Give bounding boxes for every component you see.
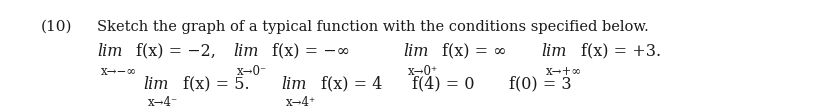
Text: lim: lim [541,43,567,59]
Text: x→4⁺: x→4⁺ [286,96,315,109]
Text: x→−∞: x→−∞ [101,65,138,78]
Text: lim: lim [233,43,258,59]
Text: lim: lim [143,76,169,93]
Text: f(x) = 5.: f(x) = 5. [183,76,249,93]
Text: x→0⁻: x→0⁻ [237,65,267,78]
Text: lim: lim [97,43,122,59]
Text: lim: lim [282,76,307,93]
Text: f(0) = 3: f(0) = 3 [509,76,571,93]
Text: f(x) = −2,: f(x) = −2, [136,43,216,59]
Text: (10): (10) [41,20,72,34]
Text: Sketch the graph of a typical function with the conditions specified below.: Sketch the graph of a typical function w… [97,20,649,34]
Text: f(4) = 0: f(4) = 0 [412,76,474,93]
Text: lim: lim [403,43,429,59]
Text: x→+∞: x→+∞ [545,65,582,78]
Text: x→0⁺: x→0⁺ [408,65,438,78]
Text: f(x) = ∞: f(x) = ∞ [443,43,507,59]
Text: f(x) = +3.: f(x) = +3. [580,43,661,59]
Text: f(x) = 4: f(x) = 4 [320,76,382,93]
Text: x→4⁻: x→4⁻ [148,96,178,109]
Text: f(x) = −∞: f(x) = −∞ [272,43,350,59]
